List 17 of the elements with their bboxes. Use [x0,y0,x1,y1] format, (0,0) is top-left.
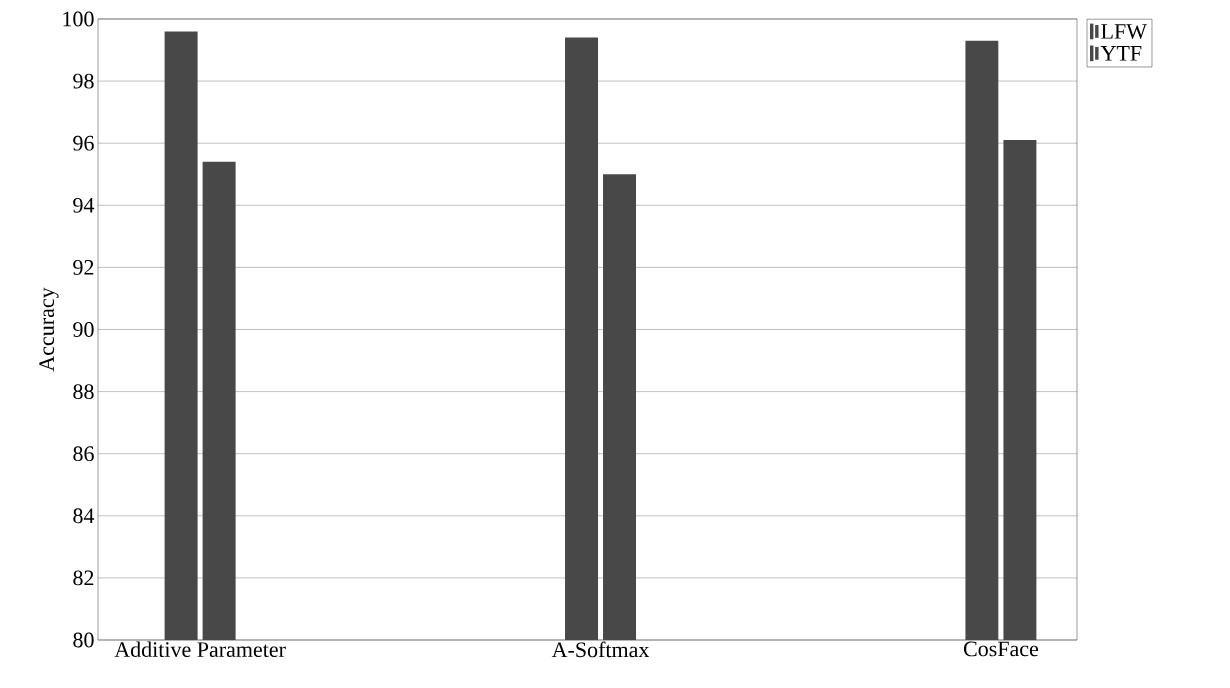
legend-label: YTF [1100,46,1142,61]
y-tick-label: 82 [73,570,94,586]
y-tick-label: 86 [73,446,94,462]
y-tick-label: 96 [73,135,94,151]
x-tick-label: Additive Parameter [114,641,286,658]
y-tick-label: 80 [73,632,94,648]
y-tick-label: 88 [73,384,94,400]
x-tick-label: A-Softmax [551,641,650,658]
y-axis-title: Accuracy [39,287,59,372]
y-tick-label: 100 [63,11,94,27]
x-tick-label: CosFace [963,641,1039,657]
y-tick-label: 90 [73,322,94,337]
legend-label: LFW [1101,24,1147,39]
y-tick-label: 98 [73,73,94,89]
y-tick-label: 84 [73,508,95,524]
y-tick-label: 94 [73,197,95,213]
y-tick-label: 92 [73,260,94,275]
